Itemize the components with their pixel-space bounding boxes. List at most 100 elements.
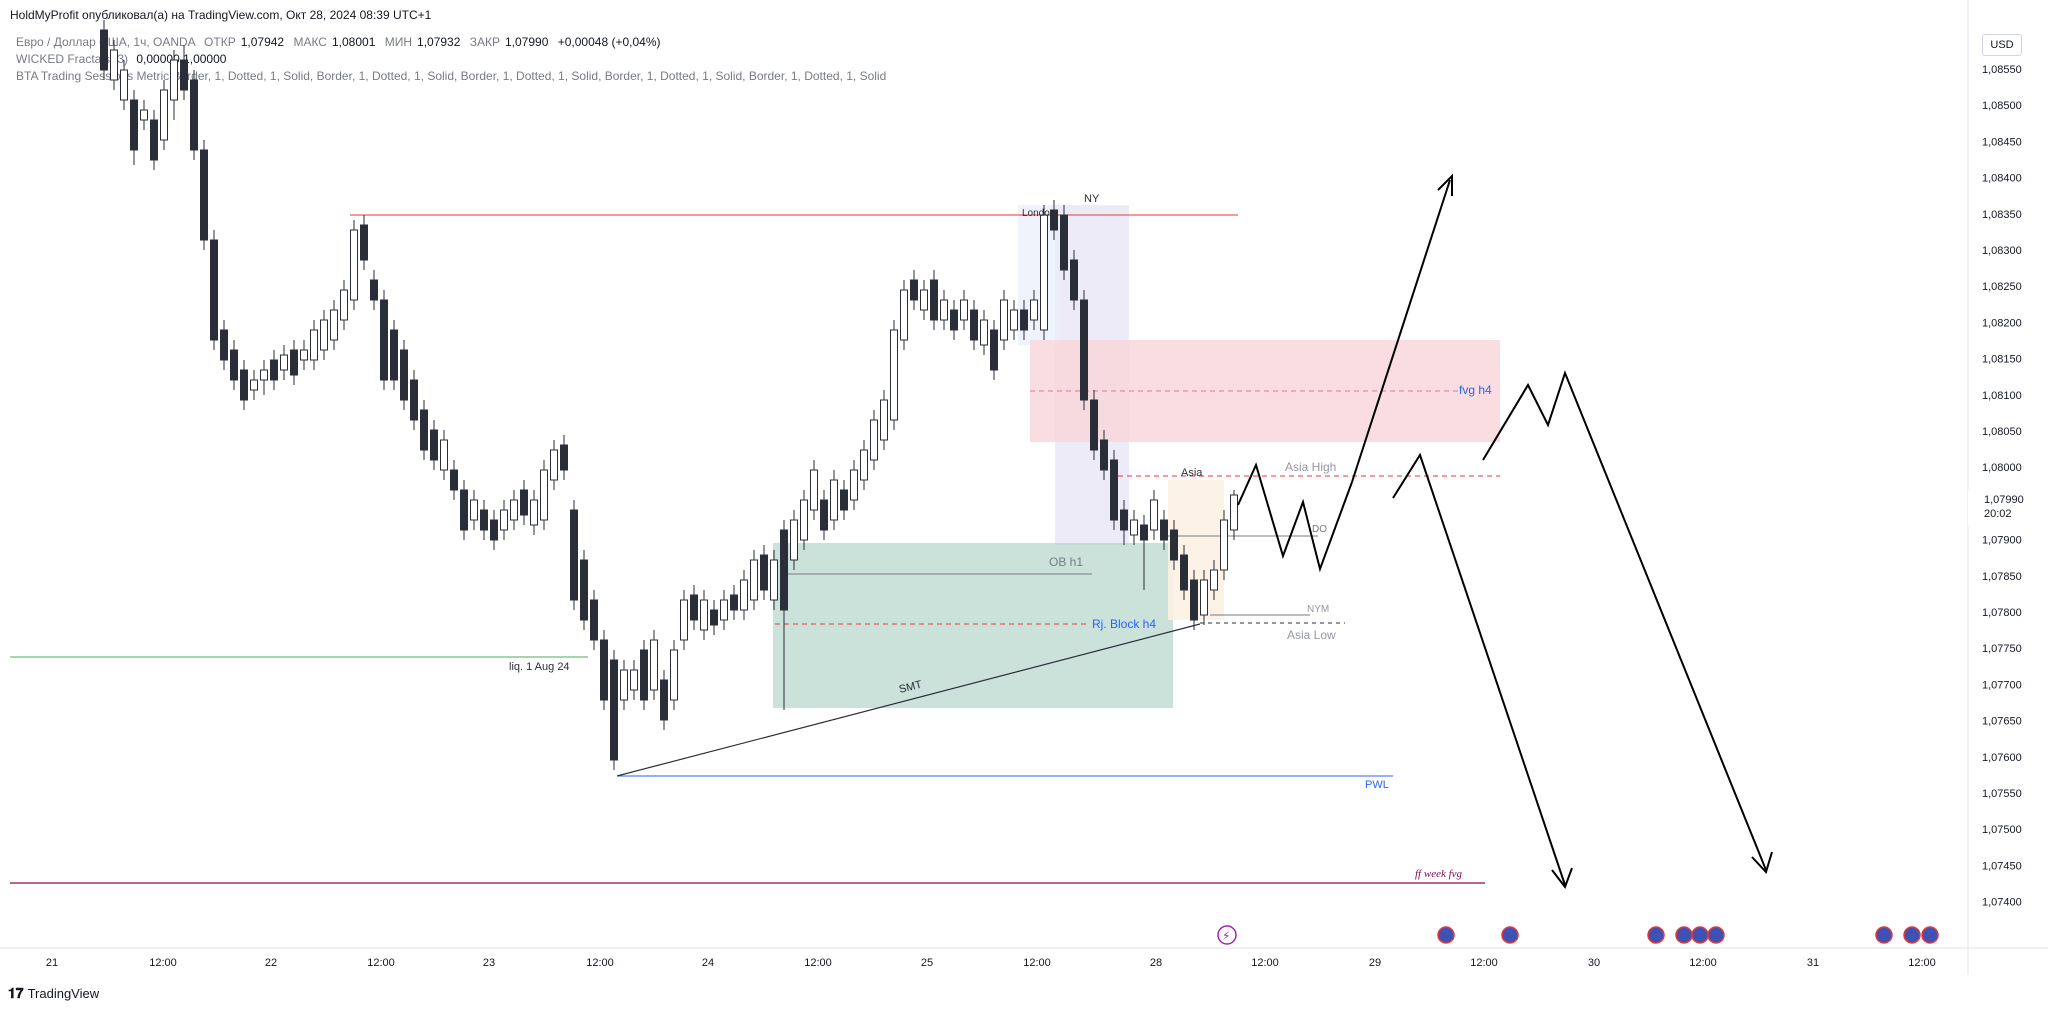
rj-block-label: Rj. Block h4	[1092, 617, 1156, 631]
candle-body	[490, 519, 498, 541]
candle-body	[860, 449, 868, 481]
economic-event-flag-icon[interactable]	[1921, 926, 1939, 944]
candle-body	[690, 594, 698, 621]
indicator-row-sessions[interactable]: BTA Trading Sessions Metric Border, 1, D…	[16, 68, 891, 85]
candle-body	[550, 449, 558, 481]
candle-body	[110, 49, 118, 81]
ff-week-fvg-label: ff week fvg	[1415, 868, 1463, 880]
asia-low-label: Asia Low	[1287, 628, 1336, 642]
candle-body	[790, 519, 798, 561]
candle-body	[1050, 209, 1058, 231]
candle-body	[1190, 579, 1198, 621]
time-tick-label: 23	[483, 957, 495, 969]
candle-body	[170, 59, 178, 101]
candle-body	[1000, 299, 1008, 341]
candle-body	[590, 599, 598, 641]
time-tick-label: 12:00	[1023, 957, 1051, 969]
open-value: 1,07942	[240, 35, 285, 49]
candle-body	[370, 279, 378, 301]
candle-body	[220, 329, 228, 361]
lightning-event-icon[interactable]	[1217, 925, 1237, 945]
economic-event-flag-icon[interactable]	[1691, 926, 1709, 944]
price-tick-label: 1,07700	[1982, 679, 2022, 691]
candle-body	[500, 509, 508, 531]
candle-body	[640, 649, 648, 701]
price-tick-label: 1,07650	[1982, 716, 2022, 728]
candle-body	[450, 469, 458, 491]
candle-body	[1030, 299, 1038, 321]
economic-event-flag-icon[interactable]	[1501, 926, 1519, 944]
economic-event-flag-icon[interactable]	[1647, 926, 1665, 944]
candle-body	[580, 559, 588, 621]
high-value: 1,08001	[331, 35, 376, 49]
price-tick-label: 1,07800	[1982, 607, 2022, 619]
candle-body	[940, 299, 948, 321]
economic-event-flags	[1437, 926, 1939, 944]
currency-button[interactable]: USD	[1982, 34, 2022, 56]
price-axis[interactable]: 1,08550 1,08500 1,08450 1,08400 1,08350 1,083…	[1982, 64, 2022, 909]
candle-body	[400, 349, 408, 401]
current-price-label: 1,07990	[1984, 494, 2024, 506]
economic-event-flag-icon[interactable]	[1675, 926, 1693, 944]
candle-body	[300, 349, 308, 361]
candle-body	[1110, 459, 1118, 521]
candle-body	[880, 399, 888, 441]
candle-body	[810, 469, 818, 511]
price-tick-label: 1,08150	[1982, 354, 2022, 366]
current-price-marker	[1968, 490, 2032, 526]
price-tick-label: 1,07550	[1982, 788, 2022, 800]
economic-event-flag-icon[interactable]	[1707, 926, 1725, 944]
candle-body	[1170, 529, 1178, 561]
time-tick-label: 12:00	[1908, 957, 1936, 969]
symbol-row[interactable]: Евро / Доллар США, 1ч, OANDA ОТКР 1,07942…	[16, 34, 891, 51]
candle-body	[800, 499, 808, 541]
candle-body	[980, 319, 988, 346]
projection-right-path	[1392, 452, 1566, 886]
candle-body	[950, 309, 958, 331]
smt-line	[616, 623, 1201, 777]
candle-body	[1070, 259, 1078, 301]
time-tick-label: 12:00	[586, 957, 614, 969]
candle-body	[120, 69, 128, 101]
asia-label: Asia	[1181, 467, 1203, 479]
candle-body	[990, 329, 998, 371]
high-label: МАКС	[293, 35, 327, 49]
candle-body	[530, 499, 538, 526]
candle-body	[460, 489, 468, 531]
price-tick-label: 1,08400	[1982, 173, 2022, 185]
liq-label: liq. 1 Aug 24	[509, 661, 570, 673]
candle-body	[750, 559, 758, 601]
candle-body	[1130, 519, 1138, 536]
economic-event-flag-icon[interactable]	[1437, 926, 1455, 944]
candle-body	[160, 89, 168, 141]
candle-body	[390, 329, 398, 381]
candle-body	[680, 599, 688, 641]
close-value: 1,07990	[505, 35, 549, 49]
candle-body	[520, 489, 528, 516]
brand-label: TradingView	[27, 986, 100, 1001]
candle-body	[600, 639, 608, 701]
time-tick-label: 12:00	[149, 957, 177, 969]
fvg-h4-label: fvg h4	[1459, 383, 1492, 397]
smt-label: SMT	[898, 679, 924, 696]
projection-far-path	[1482, 370, 1767, 871]
candle-body	[1150, 499, 1158, 531]
candle-body	[1230, 494, 1238, 531]
time-axis[interactable]: 21 12:00 22 12:00 23 12:00 24 12:00 25 12:00 28 12:…	[46, 957, 1936, 969]
footer: 𝟏𝟕 TradingView	[8, 985, 99, 1002]
price-tick-label: 1,08450	[1982, 136, 2022, 148]
candle-body	[470, 499, 478, 521]
ob-zone	[773, 543, 1173, 708]
candle-body	[620, 669, 628, 701]
projection-down-head-2	[1751, 851, 1773, 874]
economic-event-flag-icon[interactable]	[1903, 926, 1921, 944]
price-chart[interactable]: fvg h4 Asia Asia High Asia Low OB h1 Rj.…	[0, 0, 2048, 980]
candle-body	[1200, 579, 1208, 616]
candle-body	[190, 79, 198, 151]
price-tick-label: 1,07450	[1982, 860, 2022, 872]
time-tick-label: 12:00	[1689, 957, 1717, 969]
candle-body	[730, 594, 738, 611]
economic-event-flag-icon[interactable]	[1875, 926, 1893, 944]
time-tick-label: 21	[46, 957, 58, 969]
countdown-label: 20:02	[1984, 508, 2012, 520]
